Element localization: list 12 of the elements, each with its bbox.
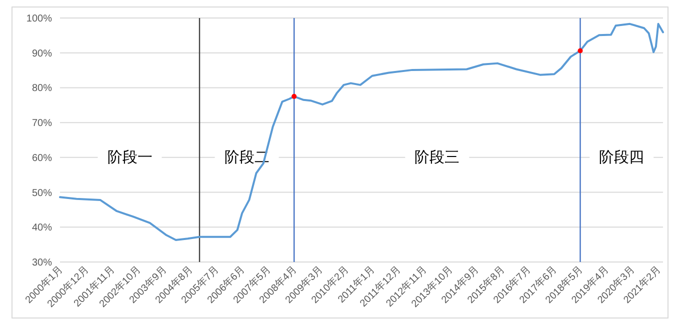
y-tick-label: 80% — [32, 83, 52, 94]
line-series — [59, 22, 664, 242]
y-tick-label: 60% — [32, 152, 52, 164]
annotation: 阶段四 — [599, 149, 644, 166]
y-tick-label: 90% — [32, 48, 52, 60]
annotation: 阶段三 — [414, 149, 460, 166]
y-tick-label: 50% — [32, 188, 52, 199]
y-tick-label: 100% — [26, 14, 52, 24]
y-tick-label: 70% — [32, 118, 52, 130]
annotation: 阶段一 — [107, 149, 152, 166]
y-tick-label: 30% — [32, 258, 52, 268]
y-tick-label: 40% — [32, 222, 52, 234]
